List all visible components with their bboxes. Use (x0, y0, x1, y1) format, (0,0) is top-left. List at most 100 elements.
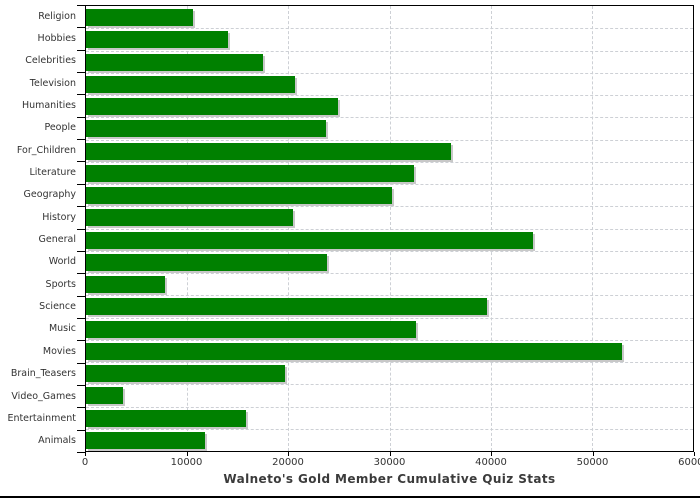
bar-row-video-games (86, 384, 693, 406)
bar-row-music (86, 318, 693, 340)
category-tick (77, 206, 85, 208)
value-tick-10000 (186, 452, 188, 456)
value-tick-50000 (592, 452, 594, 456)
bar-row-entertainment (86, 407, 693, 429)
category-label-entertainment: Entertainment (7, 412, 76, 424)
value-tick-label-0: 0 (81, 457, 89, 468)
horizontal-gridline (86, 206, 693, 208)
horizontal-gridline (86, 117, 693, 119)
category-tick (77, 340, 85, 342)
horizontal-gridline (86, 72, 693, 74)
category-label-television: Television (29, 77, 76, 89)
category-tick (77, 273, 85, 275)
category-tick (77, 183, 85, 185)
bar-row-hobbies (86, 28, 693, 50)
bar-humanities (86, 98, 338, 115)
bar-row-world (86, 251, 693, 273)
bar-row-history (86, 206, 693, 228)
horizontal-gridline (86, 428, 693, 430)
bar-hobbies (86, 31, 228, 49)
bar-history (86, 209, 294, 227)
category-tick (77, 429, 85, 431)
bar-row-celebrities (86, 51, 693, 73)
bar-religion (86, 9, 194, 26)
category-tick (77, 384, 85, 386)
category-label-humanities: Humanities (21, 100, 76, 112)
value-tick-60000 (694, 452, 695, 456)
bar-row-science (86, 295, 693, 317)
bar-row-people (86, 117, 693, 139)
category-tick (77, 72, 85, 74)
category-tick (77, 228, 85, 230)
bar-world (86, 253, 327, 271)
bar-row-animals (86, 429, 693, 451)
bar-sports (86, 276, 165, 293)
bar-literature (86, 164, 414, 182)
category-label-people: People (44, 122, 76, 134)
value-tick-label-30000: 30000 (373, 457, 406, 468)
value-tick-label-50000: 50000 (576, 457, 609, 468)
bar-for-children (86, 142, 452, 160)
bar-general (86, 231, 534, 249)
bar-geography (86, 187, 392, 204)
category-label-hobbies: Hobbies (37, 33, 76, 45)
category-tick (77, 27, 85, 29)
bar-video-games (86, 387, 124, 405)
category-tick (77, 317, 85, 319)
category-label-video-games: Video_Games (11, 390, 76, 402)
horizontal-gridline (86, 184, 693, 185)
category-tick (77, 452, 85, 453)
page-bottom-border (0, 496, 700, 498)
category-label-general: General (38, 234, 76, 246)
bar-music (86, 320, 416, 338)
bar-brain-teasers (86, 365, 286, 382)
bar-row-religion (86, 6, 693, 28)
category-tick (77, 49, 85, 51)
category-label-science: Science (39, 301, 76, 313)
bar-television (86, 75, 296, 93)
category-label-history: History (42, 211, 76, 223)
chart-title: Walneto's Gold Member Cumulative Quiz St… (223, 472, 556, 486)
value-tick-30000 (389, 452, 391, 456)
category-label-religion: Religion (38, 10, 76, 22)
value-tick-40000 (491, 452, 492, 456)
category-tick (77, 250, 85, 252)
category-label-sports: Sports (45, 278, 76, 290)
category-label-world: World (48, 256, 76, 268)
value-tick-0 (85, 452, 86, 456)
bar-row-humanities (86, 95, 693, 117)
bar-row-for-children (86, 140, 693, 162)
bar-movies (86, 342, 623, 360)
value-tick-label-40000: 40000 (475, 457, 507, 468)
bar-animals (86, 431, 206, 449)
bar-entertainment (86, 409, 246, 427)
bar-row-sports (86, 273, 693, 295)
bar-row-geography (86, 184, 693, 206)
category-label-for-children: For_Children (16, 144, 76, 156)
value-tick-label-20000: 20000 (272, 457, 304, 468)
horizontal-gridline (86, 295, 693, 297)
bar-science (86, 298, 487, 316)
category-label-movies: Movies (42, 345, 76, 357)
plot-area (85, 5, 694, 452)
value-tick-label-10000: 10000 (170, 457, 203, 468)
value-tick-label-60000: 60000 (678, 457, 700, 468)
category-tick (77, 139, 85, 141)
category-label-celebrities: Celebrities (25, 55, 76, 67)
category-label-geography: Geography (23, 189, 76, 201)
horizontal-gridline (86, 273, 693, 274)
bars-layer (86, 6, 693, 451)
bar-row-brain-teasers (86, 362, 693, 384)
bar-celebrities (86, 53, 264, 71)
bar-row-movies (86, 340, 693, 362)
horizontal-gridline (86, 228, 693, 230)
horizontal-gridline (86, 50, 693, 52)
category-tick (77, 116, 85, 118)
value-tick-20000 (288, 452, 289, 456)
horizontal-gridline (86, 317, 693, 319)
bar-people (86, 120, 326, 138)
horizontal-gridline (86, 95, 693, 96)
category-tick (77, 407, 85, 409)
horizontal-gridline (86, 362, 693, 363)
